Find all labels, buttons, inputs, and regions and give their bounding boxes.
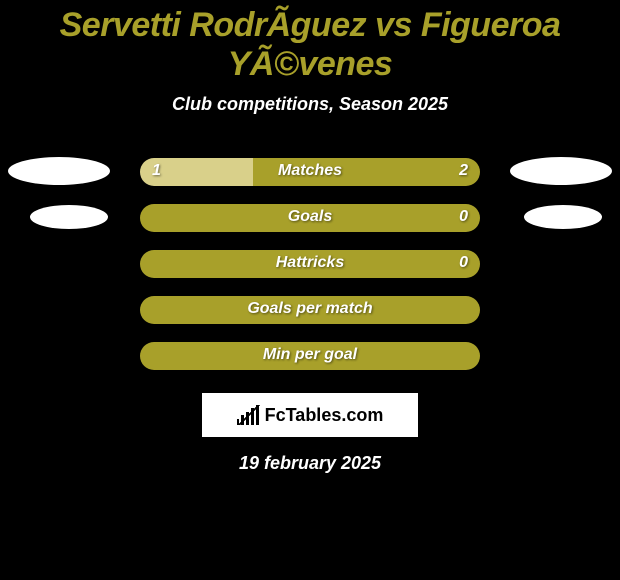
date-label: 19 february 2025 <box>0 453 620 474</box>
comparison-rows: Matches12 Goals0 Hattricks0 Goals per match… <box>0 149 620 379</box>
stat-bar-right-fill <box>253 158 480 186</box>
stat-bar-left-fill <box>140 158 253 186</box>
player-avatar-left <box>8 157 110 185</box>
stat-bar: Goals0 <box>140 204 480 232</box>
site-logo[interactable]: FcTables.com <box>202 393 418 437</box>
comparison-row: Hattricks0 <box>0 241 620 287</box>
player-avatar-left <box>30 205 108 229</box>
comparison-row: Min per goal <box>0 333 620 379</box>
subtitle: Club competitions, Season 2025 <box>0 94 620 115</box>
comparison-row: Goals0 <box>0 195 620 241</box>
stat-bar: Goals per match <box>140 296 480 324</box>
comparison-row: Matches12 <box>0 149 620 195</box>
logo-text: FcTables.com <box>265 405 384 426</box>
player-avatar-right <box>524 205 602 229</box>
logo-chart-icon <box>237 405 259 425</box>
stat-bar: Min per goal <box>140 342 480 370</box>
stat-bar-left-fill <box>140 296 480 324</box>
page-title: Servetti RodrÃ­guez vs Figueroa YÃ©venes <box>0 0 620 84</box>
stat-bar-left-fill <box>140 342 480 370</box>
stat-bar: Hattricks0 <box>140 250 480 278</box>
comparison-row: Goals per match <box>0 287 620 333</box>
stat-bar-left-fill <box>140 204 480 232</box>
stat-bar: Matches12 <box>140 158 480 186</box>
stat-bar-left-fill <box>140 250 480 278</box>
player-avatar-right <box>510 157 612 185</box>
